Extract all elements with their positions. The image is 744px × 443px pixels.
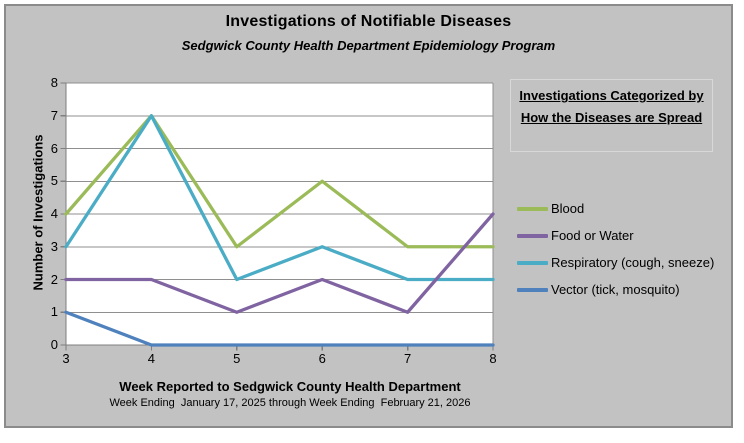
y-tick-label: 2: [50, 271, 58, 287]
y-tick-label: 5: [50, 173, 58, 189]
legend-swatch-blood: [517, 206, 548, 211]
x-tick-label: 8: [489, 351, 497, 366]
x-axis-subtitle: Week Ending January 17, 2025 through Wee…: [109, 397, 471, 409]
y-tick-label: 7: [50, 107, 58, 123]
x-axis-title: Week Reported to Sedgwick County Health …: [119, 379, 461, 394]
x-tick-label: 3: [62, 351, 70, 366]
legend-swatch-respiratory-cough-sneeze: [517, 260, 548, 265]
legend-item-respiratory-cough-sneeze: Respiratory (cough, sneeze): [517, 249, 714, 276]
chart-subtitle: Sedgwick County Health Department Epidem…: [181, 38, 556, 53]
y-tick-label: 8: [50, 75, 58, 90]
series-line-respiratory-cough-sneeze: [64, 114, 495, 282]
legend-label: Food or Water: [551, 228, 634, 243]
x-tick-label: 6: [318, 351, 326, 366]
legend-title: Investigations Categorized by How the Di…: [510, 79, 713, 152]
y-tick-label: 0: [50, 337, 58, 352]
legend: Blood Food or Water Respiratory (cough, sn…: [517, 195, 714, 303]
legend-label: Vector (tick, mosquito): [551, 282, 680, 297]
legend-label: Respiratory (cough, sneeze): [551, 255, 715, 270]
x-tick-label: 5: [233, 351, 241, 366]
legend-item-vector-tick-mosquito: Vector (tick, mosquito): [517, 276, 714, 303]
series-line-blood: [64, 114, 495, 249]
chart-title: Investigations of Notifiable Diseases: [225, 13, 512, 30]
y-tick-label: 6: [50, 140, 58, 156]
x-tick-label: 7: [403, 351, 412, 366]
legend-label: Blood: [551, 201, 585, 216]
y-tick-label: 4: [50, 206, 58, 221]
y-tick-label: 1: [50, 304, 58, 320]
series-line-food-or-water: [64, 212, 495, 314]
legend-swatch-food-or-water: [517, 233, 548, 238]
x-tick-label: 4: [147, 351, 155, 366]
series-line-vector-tick-mosquito: [64, 310, 495, 347]
legend-swatch-vector-tick-mosquito: [517, 287, 548, 292]
legend-item-blood: Blood: [517, 195, 714, 222]
legend-item-food-or-water: Food or Water: [517, 222, 714, 249]
y-tick-label: 3: [50, 238, 58, 254]
